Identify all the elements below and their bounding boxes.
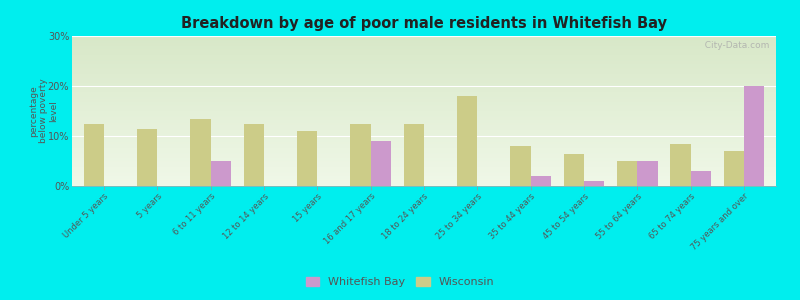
Bar [617, 161, 638, 186]
Y-axis label: percentage
below poverty
level: percentage below poverty level [29, 79, 58, 143]
Bar [370, 141, 391, 186]
Bar [744, 86, 764, 186]
Bar [638, 161, 658, 186]
Bar [84, 124, 104, 186]
Bar [350, 124, 370, 186]
Bar [690, 171, 711, 186]
Legend: Whitefish Bay, Wisconsin: Whitefish Bay, Wisconsin [302, 272, 498, 291]
Bar [297, 131, 318, 186]
Bar [244, 124, 264, 186]
Title: Breakdown by age of poor male residents in Whitefish Bay: Breakdown by age of poor male residents … [181, 16, 667, 31]
Bar [510, 146, 530, 186]
Text: City-Data.com: City-Data.com [698, 40, 769, 50]
Bar [404, 124, 424, 186]
Bar [670, 143, 690, 186]
Bar [564, 154, 584, 186]
Bar [530, 176, 551, 186]
Bar [210, 161, 231, 186]
Bar [137, 128, 158, 186]
Bar [457, 96, 478, 186]
Bar [190, 118, 210, 186]
Bar [724, 151, 744, 186]
Bar [584, 181, 604, 186]
